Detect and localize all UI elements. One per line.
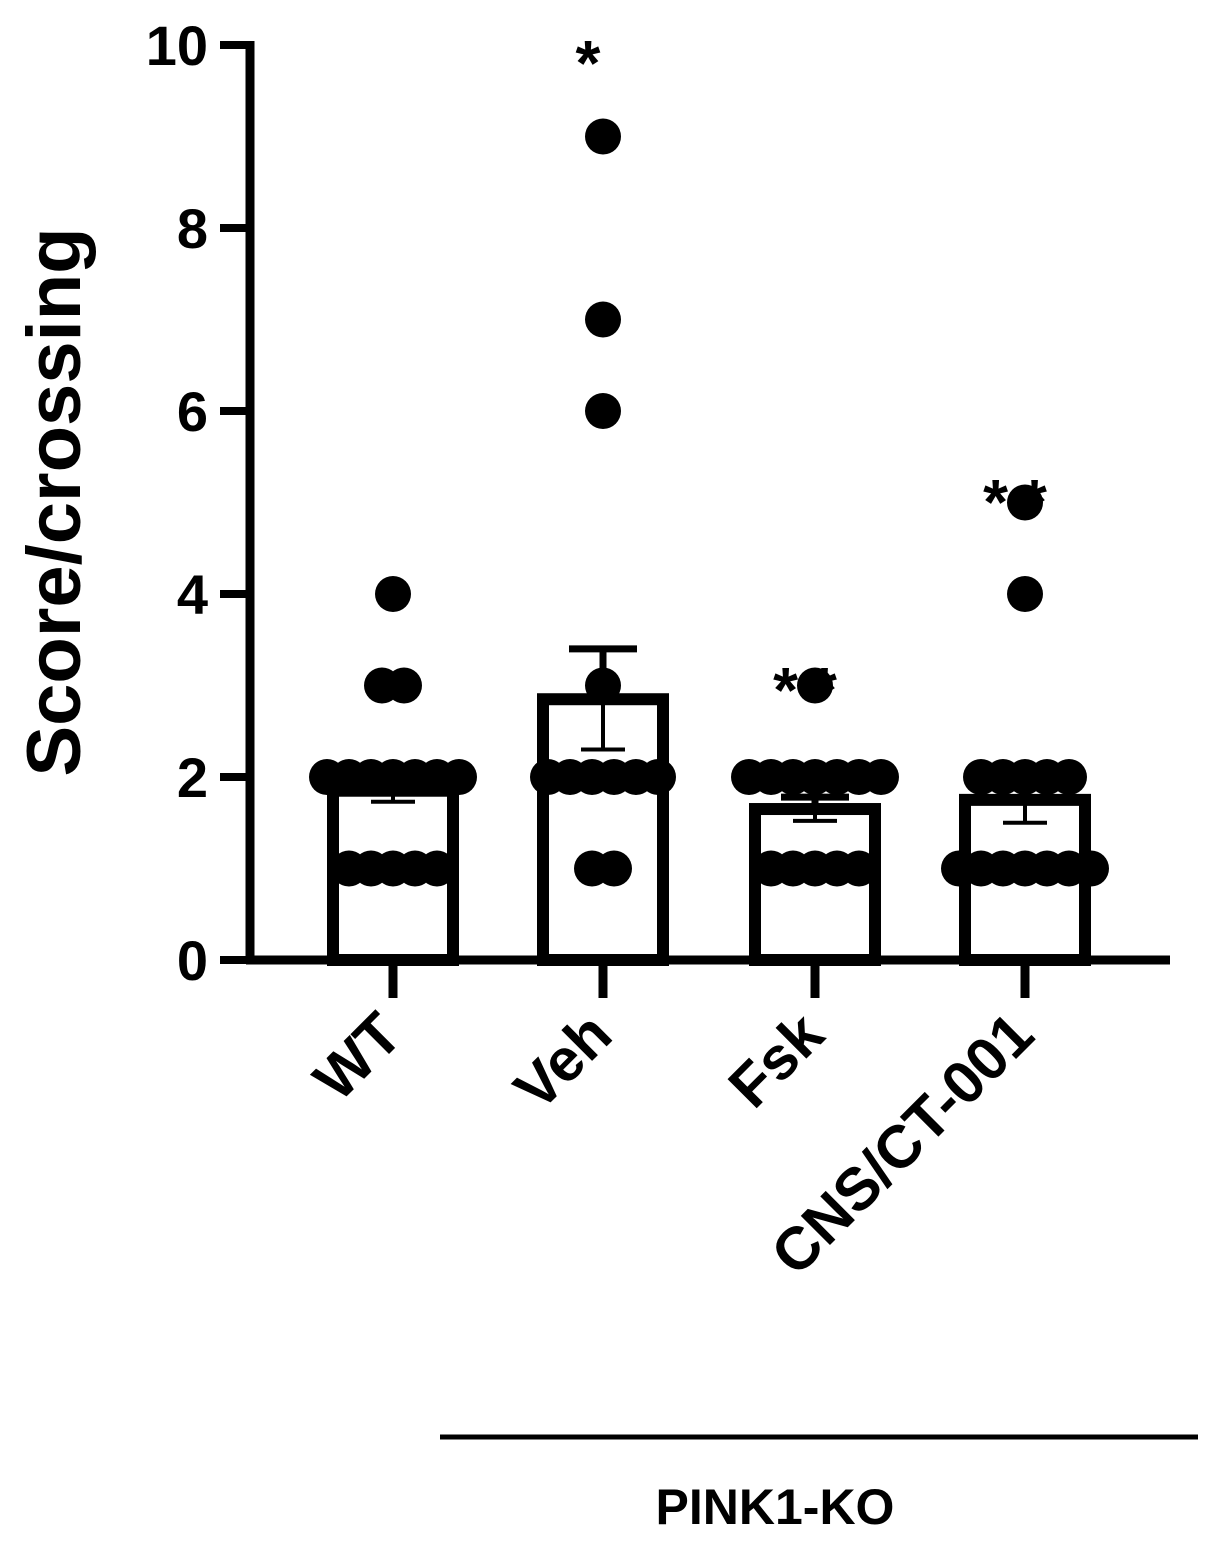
x-category-label: WT <box>301 1000 414 1113</box>
bars <box>327 693 1091 967</box>
data-point <box>1073 850 1109 887</box>
data-point <box>863 759 899 795</box>
data-point <box>841 850 877 887</box>
significance-marker: ** <box>773 654 851 726</box>
data-point <box>375 576 411 612</box>
data-point <box>419 850 455 887</box>
data-point <box>640 759 676 795</box>
data-point <box>1051 759 1087 795</box>
significance-marker: * <box>576 27 615 99</box>
data-point <box>596 850 632 887</box>
y-tick-label: 6 <box>177 380 208 443</box>
data-point <box>585 118 621 155</box>
data-point <box>797 667 833 704</box>
data-point <box>441 759 477 795</box>
y-axis-label-group: Score/crossing <box>12 227 97 776</box>
data-point <box>386 667 422 704</box>
data-point <box>1007 576 1043 612</box>
x-category-label: Veh <box>501 1000 624 1123</box>
y-tick-label: 10 <box>146 14 208 77</box>
y-axis-ticks: 0 2 4 6 8 10 <box>146 14 250 992</box>
significance-marker: ** <box>983 466 1061 538</box>
data-point <box>585 393 621 429</box>
error-bars <box>359 645 1059 825</box>
data-point <box>1007 484 1043 521</box>
group-label: PINK1-KO <box>656 1479 895 1535</box>
y-tick-label: 8 <box>177 197 208 260</box>
y-tick-label: 4 <box>177 563 208 626</box>
data-points <box>309 118 1109 887</box>
y-tick-label: 2 <box>177 746 208 809</box>
x-category-label: Fsk <box>716 999 837 1120</box>
y-axis-label: Score/crossing <box>12 227 97 776</box>
axes <box>245 41 1170 998</box>
group-annotation: PINK1-KO <box>440 1434 1198 1535</box>
y-tick-label: 0 <box>177 929 208 992</box>
significance-markers: ***** <box>576 27 1061 726</box>
data-point <box>585 301 621 338</box>
